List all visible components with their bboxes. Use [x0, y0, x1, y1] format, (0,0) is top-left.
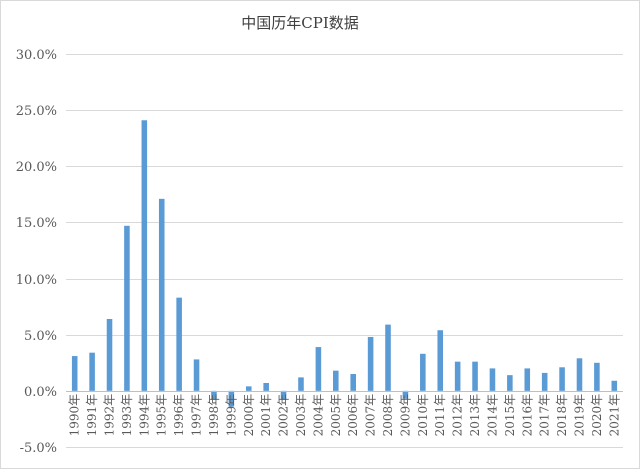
x-tick-label: 2005年 — [329, 394, 343, 437]
x-tick-label: 1992年 — [103, 394, 117, 437]
x-axis-tick-labels: 1990年 1991年 1992年 1993年 1994年 1995年 1996年 1997年… — [68, 394, 622, 437]
y-tick-label: 10.0% — [16, 273, 57, 288]
x-tick-label: 2017年 — [538, 394, 552, 437]
bar-1997年 — [193, 359, 200, 391]
x-tick-label: 1995年 — [155, 394, 169, 437]
x-tick-label: 2011年 — [433, 394, 447, 437]
bar-1999年 — [228, 390, 235, 407]
x-tick-label: 1997年 — [190, 394, 204, 437]
x-tick-label: 2006年 — [346, 394, 360, 437]
x-tick-label: 1994年 — [137, 394, 151, 437]
y-tick-label: 0.0% — [24, 385, 57, 400]
bar-1992年 — [106, 318, 113, 391]
bar-2008年 — [385, 324, 391, 391]
bars — [71, 120, 618, 407]
bar-2006年 — [350, 374, 356, 391]
bar-2009年 — [402, 390, 409, 399]
x-tick-label: 2016年 — [520, 394, 534, 437]
x-tick-label: 2001年 — [259, 394, 273, 437]
bar-2017年 — [541, 372, 548, 391]
y-tick-label: 30.0% — [16, 48, 57, 63]
bar-2014年 — [489, 368, 496, 391]
x-tick-label: 2003年 — [294, 394, 308, 437]
bar-1995年 — [158, 198, 165, 391]
bar-2000年 — [245, 386, 252, 391]
bar-2005年 — [333, 370, 339, 391]
x-tick-label: 1999年 — [224, 394, 238, 437]
y-tick-label: 5.0% — [24, 329, 57, 344]
bar-2018年 — [559, 367, 565, 391]
bar-2011年 — [437, 330, 444, 391]
bar-2007年 — [367, 336, 374, 391]
bar-2001年 — [263, 383, 269, 391]
x-tick-label: 2010年 — [416, 394, 430, 437]
bar-1993年 — [124, 225, 130, 391]
x-tick-label: 2000年 — [242, 394, 256, 437]
bar-2013年 — [472, 361, 478, 391]
gridlines — [66, 54, 623, 448]
bar-1991年 — [89, 352, 95, 391]
x-tick-label: 2015年 — [503, 394, 517, 437]
bar-2003年 — [298, 377, 304, 391]
x-tick-label: 1993年 — [120, 394, 134, 437]
y-tick-label: 15.0% — [16, 216, 57, 231]
bar-1996年 — [176, 297, 182, 391]
x-tick-label: 1990年 — [68, 394, 82, 437]
x-tick-label: 2019年 — [572, 394, 586, 437]
bar-1998年 — [211, 390, 217, 400]
bar-2021年 — [611, 380, 618, 391]
x-tick-label: 2002年 — [277, 394, 291, 437]
bar-1994年 — [141, 120, 148, 391]
x-tick-label: 2004年 — [311, 394, 325, 437]
x-tick-label: 2018年 — [555, 394, 569, 437]
x-tick-label: 2007年 — [364, 394, 378, 437]
y-tick-label: 25.0% — [16, 104, 57, 119]
x-tick-label: 1991年 — [85, 394, 99, 437]
y-axis-tick-labels: -5.0% 0.0% 5.0% 10.0% 15.0% 20.0% 25.0% 30.0% — [16, 48, 57, 456]
x-tick-label: 2009年 — [398, 394, 412, 437]
x-tick-label: 2014年 — [485, 394, 499, 437]
bar-2020年 — [594, 362, 600, 391]
x-tick-label: 1996年 — [172, 394, 186, 437]
bar-2010年 — [420, 353, 426, 391]
y-tick-label: 20.0% — [16, 160, 57, 175]
bar-2015年 — [507, 375, 513, 391]
x-tick-label: 2021年 — [607, 394, 621, 437]
bar-2012年 — [454, 361, 461, 391]
x-tick-label: 1998年 — [207, 394, 221, 437]
x-tick-label: 2020年 — [590, 394, 604, 437]
bar-2004年 — [315, 347, 322, 391]
bar-1990年 — [71, 356, 78, 391]
bar-2002年 — [280, 390, 287, 400]
bar-2016年 — [524, 368, 531, 391]
x-tick-label: 2008年 — [381, 394, 395, 437]
y-tick-label: -5.0% — [20, 441, 57, 456]
x-tick-label: 2013年 — [468, 394, 482, 437]
chart-title: 中国历年CPI数据 — [241, 14, 359, 32]
x-tick-label: 2012年 — [451, 394, 465, 437]
bar-2019年 — [576, 358, 583, 391]
